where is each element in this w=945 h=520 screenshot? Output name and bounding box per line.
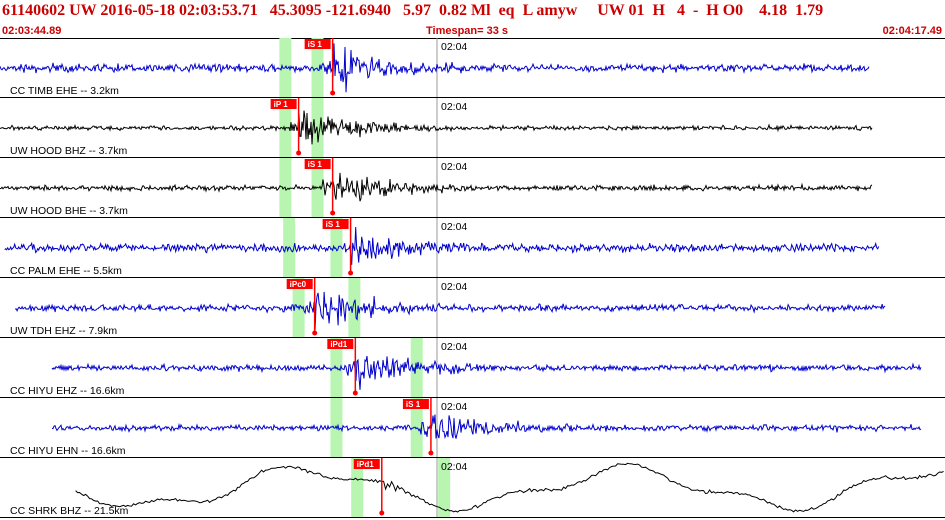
phase-pick-tag[interactable] <box>402 399 429 409</box>
channel-row[interactable]: 02:04 iP 1 UW HOOD BHZ -- 3.7km <box>0 98 945 158</box>
phase-pick-tag[interactable] <box>270 99 297 109</box>
channel-row[interactable]: 02:04 iS 1 UW HOOD BHE -- 3.7km <box>0 158 945 218</box>
window-band <box>348 278 361 338</box>
channel-label: UW HOOD BHE -- 3.7km <box>10 205 128 217</box>
phase-pick-tag[interactable] <box>286 279 313 289</box>
timespan-label: Timespan= 33 s <box>426 25 509 37</box>
channel-row[interactable]: 02:04 iS 1 CC PALM EHE -- 5.5km <box>0 218 945 278</box>
phase-pick-label: iPd1 <box>330 340 347 349</box>
channel-row[interactable]: 02:04 iS 1 CC TIMB EHE -- 3.2km <box>0 38 945 98</box>
time-tick-label: 02:04 <box>441 161 467 173</box>
phase-pick-label: iPc0 <box>290 280 307 289</box>
phase-pick-tag[interactable] <box>304 159 331 169</box>
waveform-trace <box>51 414 922 439</box>
pick-marker-dot <box>312 330 318 336</box>
waveform-trace <box>75 462 944 513</box>
waveform-trace <box>51 355 922 390</box>
time-tick-label: 02:04 <box>441 461 467 473</box>
window-band <box>330 218 343 278</box>
time-tick-label: 02:04 <box>441 41 467 53</box>
pick-marker-dot <box>428 450 434 456</box>
phase-pick-tag[interactable] <box>353 459 380 469</box>
phase-pick-label: iS 1 <box>326 220 341 229</box>
window-band <box>283 218 296 278</box>
pick-marker-dot <box>348 270 354 276</box>
phase-pick-tag[interactable] <box>327 339 354 349</box>
pick-marker-dot <box>330 210 336 216</box>
waveform-trace <box>14 291 886 330</box>
event-info-line: 61140602 UW 2016-05-18 02:03:53.71 45.30… <box>2 2 824 19</box>
time-tick-label: 02:04 <box>441 341 467 353</box>
phase-pick-label: iS 1 <box>308 40 323 49</box>
phase-pick-label: iS 1 <box>406 400 421 409</box>
pick-marker-dot <box>379 510 385 516</box>
time-tick-label: 02:04 <box>441 101 467 113</box>
time-tick-label: 02:04 <box>441 221 467 233</box>
channel-row[interactable]: 02:04 iS 1 CC HIYU EHN -- 16.6km <box>0 398 945 458</box>
channel-row[interactable]: 02:04 iPd1 CC SHRK BHZ -- 21.5km <box>0 458 945 518</box>
channel-label: UW HOOD BHZ -- 3.7km <box>10 145 128 157</box>
channel-label: CC TIMB EHE -- 3.2km <box>10 85 119 97</box>
channel-row[interactable]: 02:04 iPd1 CC HIYU EHZ -- 16.6km <box>0 338 945 398</box>
channel-label: UW TDH EHZ -- 7.9km <box>10 325 117 337</box>
window-band <box>351 458 364 518</box>
waveform-trace <box>0 43 870 93</box>
waveform-trace <box>0 172 873 202</box>
end-time-label: 02:04:17.49 <box>882 25 942 37</box>
time-tick-label: 02:04 <box>441 401 467 413</box>
event-header: 61140602 UW 2016-05-18 02:03:53.71 45.30… <box>0 0 945 26</box>
time-tick-label: 02:04 <box>441 281 467 293</box>
seismogram-panel[interactable]: 02:04 iS 1 CC TIMB EHE -- 3.2km 02:04 iP 1 UW… <box>0 38 945 520</box>
phase-pick-label: iP 1 <box>274 100 289 109</box>
channel-row[interactable]: 02:04 iPc0 UW TDH EHZ -- 7.9km <box>0 278 945 338</box>
phase-pick-label: iS 1 <box>308 160 323 169</box>
phase-pick-label: iPd1 <box>357 460 374 469</box>
channel-label: CC PALM EHE -- 5.5km <box>10 265 122 277</box>
channel-label: CC SHRK BHZ -- 21.5km <box>10 505 129 517</box>
pick-marker-dot <box>296 150 302 156</box>
channel-label: CC HIYU EHN -- 16.6km <box>10 445 126 457</box>
channel-label: CC HIYU EHZ -- 16.6km <box>10 385 125 397</box>
pick-marker-dot <box>352 390 358 396</box>
waveform-trace <box>0 110 873 145</box>
phase-pick-tag[interactable] <box>322 219 349 229</box>
waveform-trace <box>4 226 880 265</box>
window-band <box>311 38 324 98</box>
phase-pick-tag[interactable] <box>304 39 331 49</box>
start-time-label: 02:03:44.89 <box>2 25 62 37</box>
pick-marker-dot <box>330 90 336 96</box>
window-band <box>438 458 451 518</box>
